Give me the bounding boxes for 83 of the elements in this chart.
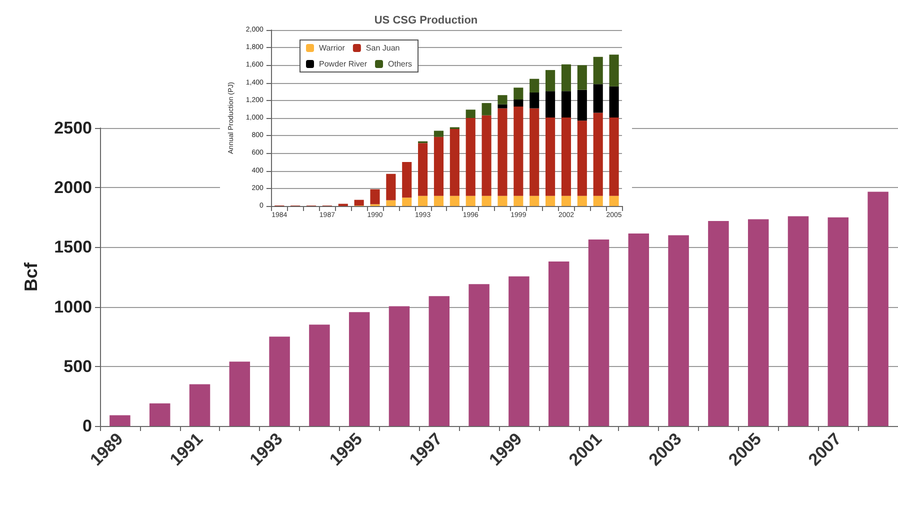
bar	[466, 110, 476, 118]
bar	[530, 92, 540, 108]
bar	[386, 174, 396, 200]
bar	[434, 130, 444, 137]
y-axis-title: Bcf	[21, 262, 41, 292]
bar	[561, 91, 572, 118]
bar	[748, 219, 769, 426]
legend-label: Warrior	[319, 44, 346, 52]
bar	[354, 200, 364, 206]
bar	[402, 162, 412, 198]
bar	[450, 129, 460, 196]
y-tick-label: 1000	[54, 297, 92, 316]
bar	[514, 196, 524, 206]
legend-label: Others	[388, 60, 412, 68]
bar	[418, 143, 428, 196]
bar	[577, 65, 587, 90]
bar	[466, 118, 476, 196]
bar	[668, 235, 689, 426]
bar	[609, 86, 619, 118]
bar	[609, 196, 619, 206]
bar	[530, 108, 540, 196]
bar	[189, 384, 210, 426]
bar	[370, 189, 380, 204]
bar	[348, 312, 370, 426]
bar	[388, 306, 410, 426]
bar	[514, 100, 524, 107]
bar	[546, 70, 556, 92]
y-tick-label: 2000	[54, 178, 92, 198]
bar	[588, 239, 610, 426]
bar	[434, 196, 444, 206]
bar	[498, 95, 508, 104]
bar	[708, 220, 729, 426]
bar	[482, 115, 492, 196]
y-tick-label: 500	[64, 356, 92, 376]
bar	[609, 54, 619, 86]
bar	[418, 196, 428, 206]
bar	[498, 196, 508, 206]
bar	[593, 196, 603, 206]
bar	[561, 64, 572, 92]
bar	[514, 106, 524, 196]
bar	[482, 103, 492, 116]
bar	[530, 196, 540, 206]
bar	[628, 233, 650, 426]
bar	[577, 120, 587, 196]
bar	[530, 78, 540, 92]
bar	[593, 56, 603, 84]
bar	[561, 118, 572, 196]
bar	[468, 284, 490, 426]
bar	[149, 403, 170, 426]
bar	[609, 118, 619, 196]
chart-title: US CSG Production	[374, 14, 478, 26]
bar	[577, 90, 587, 121]
bar	[508, 276, 530, 426]
bar	[788, 216, 809, 426]
bar	[269, 336, 290, 426]
bar	[402, 198, 412, 206]
bar	[498, 108, 508, 196]
bar	[386, 200, 396, 206]
bar	[593, 84, 603, 113]
bar	[577, 196, 587, 206]
bar	[450, 196, 460, 206]
bar	[482, 196, 492, 206]
bar	[229, 362, 250, 426]
bar	[546, 91, 556, 118]
bar	[434, 136, 444, 196]
bar	[868, 192, 888, 426]
bar	[110, 415, 130, 426]
bar	[548, 262, 570, 426]
bar	[546, 118, 556, 196]
y-tick-label: 1500	[54, 238, 92, 257]
bar	[546, 196, 556, 206]
y-tick-label: 0	[82, 416, 92, 436]
bar	[561, 196, 572, 206]
bar	[593, 112, 603, 196]
legend-label: San Juan	[366, 44, 400, 52]
bar	[428, 296, 450, 426]
bar	[828, 217, 849, 426]
bar	[309, 324, 330, 426]
bar	[514, 88, 524, 100]
bar	[466, 196, 476, 206]
y-tick-label: 2500	[54, 118, 92, 138]
legend-label: Powder River	[319, 60, 368, 68]
bar	[498, 104, 508, 108]
